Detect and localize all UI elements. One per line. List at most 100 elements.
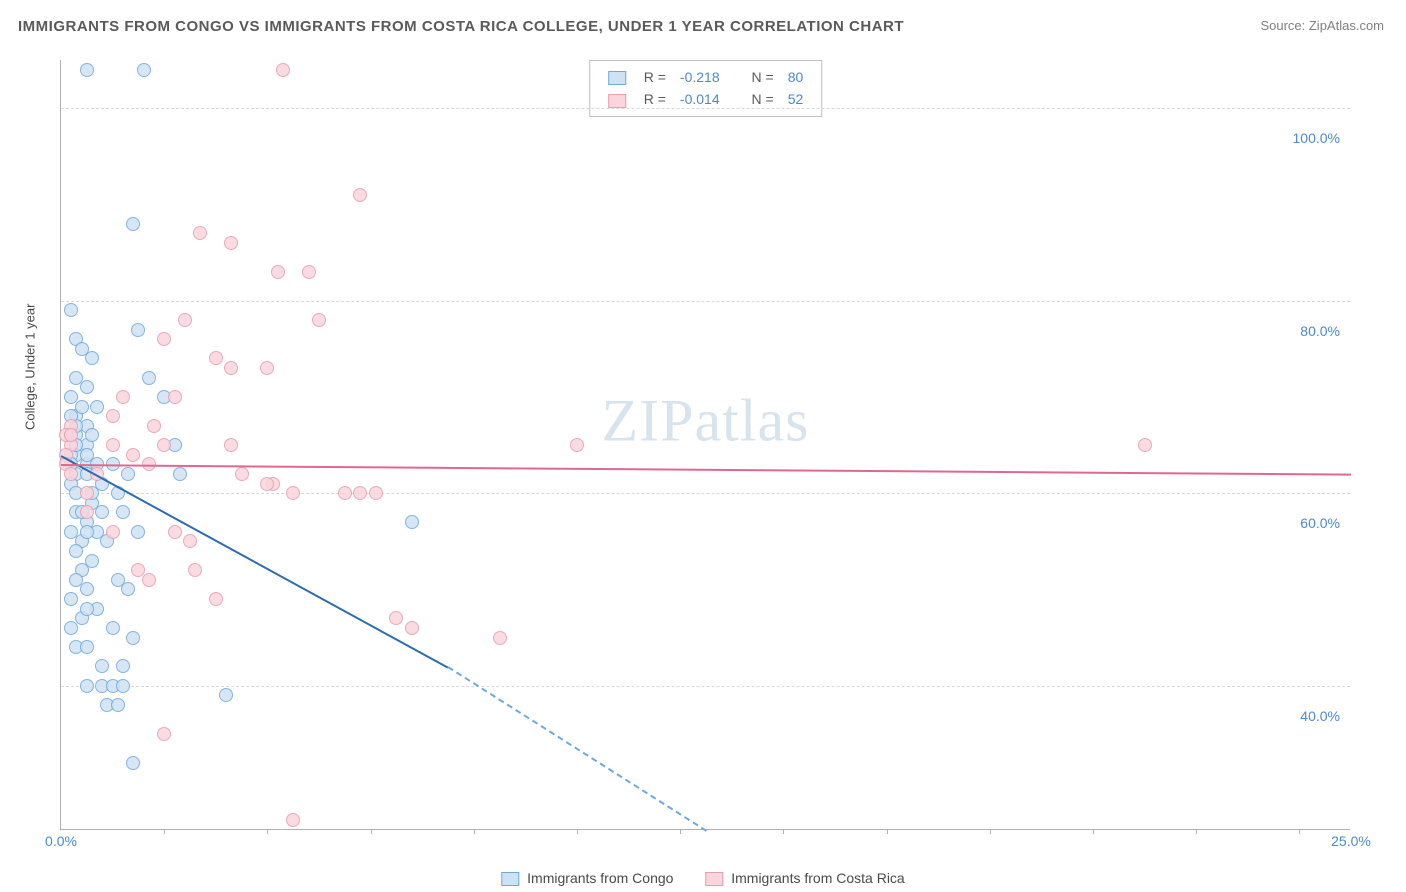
scatter-point (178, 313, 192, 327)
scatter-point (353, 188, 367, 202)
scatter-point (106, 621, 120, 635)
scatter-point (193, 226, 207, 240)
scatter-point (286, 813, 300, 827)
trend-line (61, 464, 1351, 476)
scatter-point (121, 467, 135, 481)
scatter-point (271, 265, 285, 279)
x-tick-mark (371, 829, 372, 834)
scatter-point (157, 727, 171, 741)
scatter-point (224, 361, 238, 375)
scatter-point (90, 400, 104, 414)
x-tick-mark (164, 829, 165, 834)
scatter-point (286, 486, 300, 500)
gridline (61, 301, 1350, 302)
x-tick-mark (267, 829, 268, 834)
swatch-costarica (608, 94, 626, 108)
scatter-point (116, 390, 130, 404)
scatter-point (106, 438, 120, 452)
scatter-point (95, 505, 109, 519)
legend-item-congo: Immigrants from Congo (501, 870, 673, 886)
scatter-point (147, 419, 161, 433)
scatter-point (126, 631, 140, 645)
x-tick-mark (1196, 829, 1197, 834)
scatter-point (106, 409, 120, 423)
scatter-point (116, 659, 130, 673)
scatter-point (224, 438, 238, 452)
n-value-congo: 80 (782, 67, 810, 87)
scatter-point (80, 679, 94, 693)
y-tick-label: 60.0% (1300, 515, 1340, 531)
scatter-point (131, 563, 145, 577)
scatter-point (389, 611, 403, 625)
r-value-costarica: -0.014 (674, 89, 726, 109)
scatter-point (80, 505, 94, 519)
y-axis-label: College, Under 1 year (23, 304, 38, 430)
scatter-point (235, 467, 249, 481)
legend-row-costarica: R = -0.014 N = 52 (602, 89, 810, 109)
scatter-point (126, 756, 140, 770)
scatter-point (168, 390, 182, 404)
r-value-congo: -0.218 (674, 67, 726, 87)
scatter-point (188, 563, 202, 577)
scatter-point (209, 592, 223, 606)
gridline (61, 686, 1350, 687)
n-label: N = (746, 89, 780, 109)
scatter-point (80, 602, 94, 616)
source-attribution: Source: ZipAtlas.com (1260, 18, 1384, 33)
swatch-congo (608, 71, 626, 85)
x-tick-mark (1093, 829, 1094, 834)
scatter-point (131, 323, 145, 337)
scatter-point (85, 351, 99, 365)
swatch-congo (501, 872, 519, 886)
scatter-point (64, 621, 78, 635)
scatter-point (224, 236, 238, 250)
scatter-point (142, 371, 156, 385)
legend-row-congo: R = -0.218 N = 80 (602, 67, 810, 87)
scatter-point (276, 63, 290, 77)
scatter-point (312, 313, 326, 327)
y-tick-label: 40.0% (1300, 708, 1340, 724)
series-label-costarica: Immigrants from Costa Rica (731, 870, 904, 886)
watermark-text: ZIPatlas (602, 387, 810, 456)
scatter-point (116, 505, 130, 519)
scatter-point (85, 428, 99, 442)
scatter-point (173, 467, 187, 481)
scatter-point (121, 582, 135, 596)
series-label-congo: Immigrants from Congo (527, 870, 673, 886)
scatter-point (405, 515, 419, 529)
x-tick-mark (474, 829, 475, 834)
scatter-point (126, 217, 140, 231)
scatter-point (106, 525, 120, 539)
swatch-costarica (705, 872, 723, 886)
legend-item-costarica: Immigrants from Costa Rica (705, 870, 904, 886)
scatter-point (168, 525, 182, 539)
scatter-point (260, 361, 274, 375)
scatter-point (493, 631, 507, 645)
x-tick-mark (1299, 829, 1300, 834)
scatter-point (80, 380, 94, 394)
r-label: R = (638, 67, 672, 87)
scatter-point (1138, 438, 1152, 452)
scatter-point (80, 525, 94, 539)
x-tick-mark (990, 829, 991, 834)
scatter-point (353, 486, 367, 500)
scatter-point (64, 428, 78, 442)
y-tick-label: 80.0% (1300, 323, 1340, 339)
x-tick-label: 0.0% (45, 833, 77, 849)
chart-title: IMMIGRANTS FROM CONGO VS IMMIGRANTS FROM… (18, 18, 904, 35)
scatter-point (80, 582, 94, 596)
scatter-point (338, 486, 352, 500)
scatter-point (157, 438, 171, 452)
scatter-point (80, 640, 94, 654)
n-label: N = (746, 67, 780, 87)
scatter-point (64, 467, 78, 481)
scatter-point (64, 525, 78, 539)
scatter-point (369, 486, 383, 500)
scatter-point (137, 63, 151, 77)
x-tick-mark (680, 829, 681, 834)
trend-line (447, 667, 706, 832)
r-label: R = (638, 89, 672, 109)
x-tick-mark (887, 829, 888, 834)
x-tick-mark (577, 829, 578, 834)
scatter-point (95, 659, 109, 673)
